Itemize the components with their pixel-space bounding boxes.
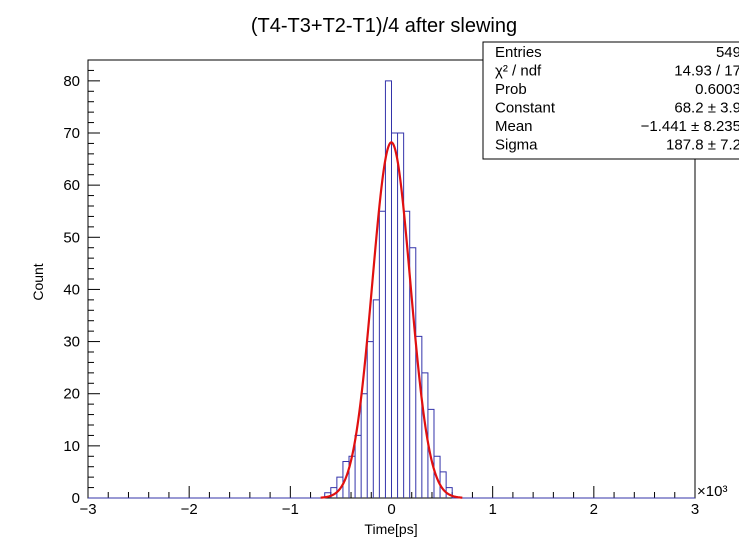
stats-label: Constant [495, 100, 556, 117]
y-tick-label: 0 [72, 490, 80, 507]
y-tick-label: 50 [63, 229, 80, 246]
stats-value: 68.2 ± 3.9 [674, 100, 739, 117]
stats-label: Entries [495, 44, 542, 61]
x-tick-label: −2 [181, 501, 198, 518]
histogram-outline [88, 80, 695, 499]
stats-value: 14.93 / 17 [674, 63, 739, 80]
histogram-bin [361, 394, 367, 498]
histogram-bin [373, 300, 379, 498]
x-tick-label: 2 [590, 501, 598, 518]
x-tick-label: 1 [488, 501, 496, 518]
stats-label: Sigma [495, 137, 538, 154]
y-tick-label: 20 [63, 386, 80, 403]
y-tick-label: 60 [63, 177, 80, 194]
x-tick-label: 0 [387, 501, 395, 518]
histogram-bin [379, 211, 385, 498]
histogram-bin [392, 133, 398, 498]
y-tick-label: 30 [63, 334, 80, 351]
stats-box-frame [482, 41, 739, 160]
chart-title: (T4-T3+T2-T1)/4 after slewing [251, 15, 517, 37]
y-tick-label: 80 [63, 73, 80, 90]
x-tick-label: −3 [79, 501, 96, 518]
stats-box: Entries 549 χ² / ndf 14.93 / 17 Prob 0.6003 Co… [482, 41, 739, 160]
x-tick-label: 3 [691, 501, 699, 518]
stats-label: χ² / ndf [495, 63, 542, 80]
stats-value: 0.6003 [695, 81, 739, 98]
gaussian-fit-curve [320, 141, 463, 499]
stats-label: Mean [495, 118, 533, 135]
x-tick-label: −1 [282, 501, 299, 518]
histogram-bin [355, 435, 361, 498]
x-axis-label: Time[ps] [364, 521, 417, 537]
y-tick-label: 10 [63, 438, 80, 455]
x-axis-exponent: ×10³ [697, 483, 727, 500]
histogram-bin [367, 342, 373, 498]
stats-value: 549 [716, 44, 739, 61]
stats-value: −1.441 ± 8.235 [641, 118, 739, 135]
y-tick-label: 70 [63, 125, 80, 142]
stats-value: 187.8 ± 7.2 [666, 137, 739, 154]
y-axis-label: Count [30, 263, 46, 300]
stats-label: Prob [495, 81, 527, 98]
y-tick-label: 40 [63, 281, 80, 298]
